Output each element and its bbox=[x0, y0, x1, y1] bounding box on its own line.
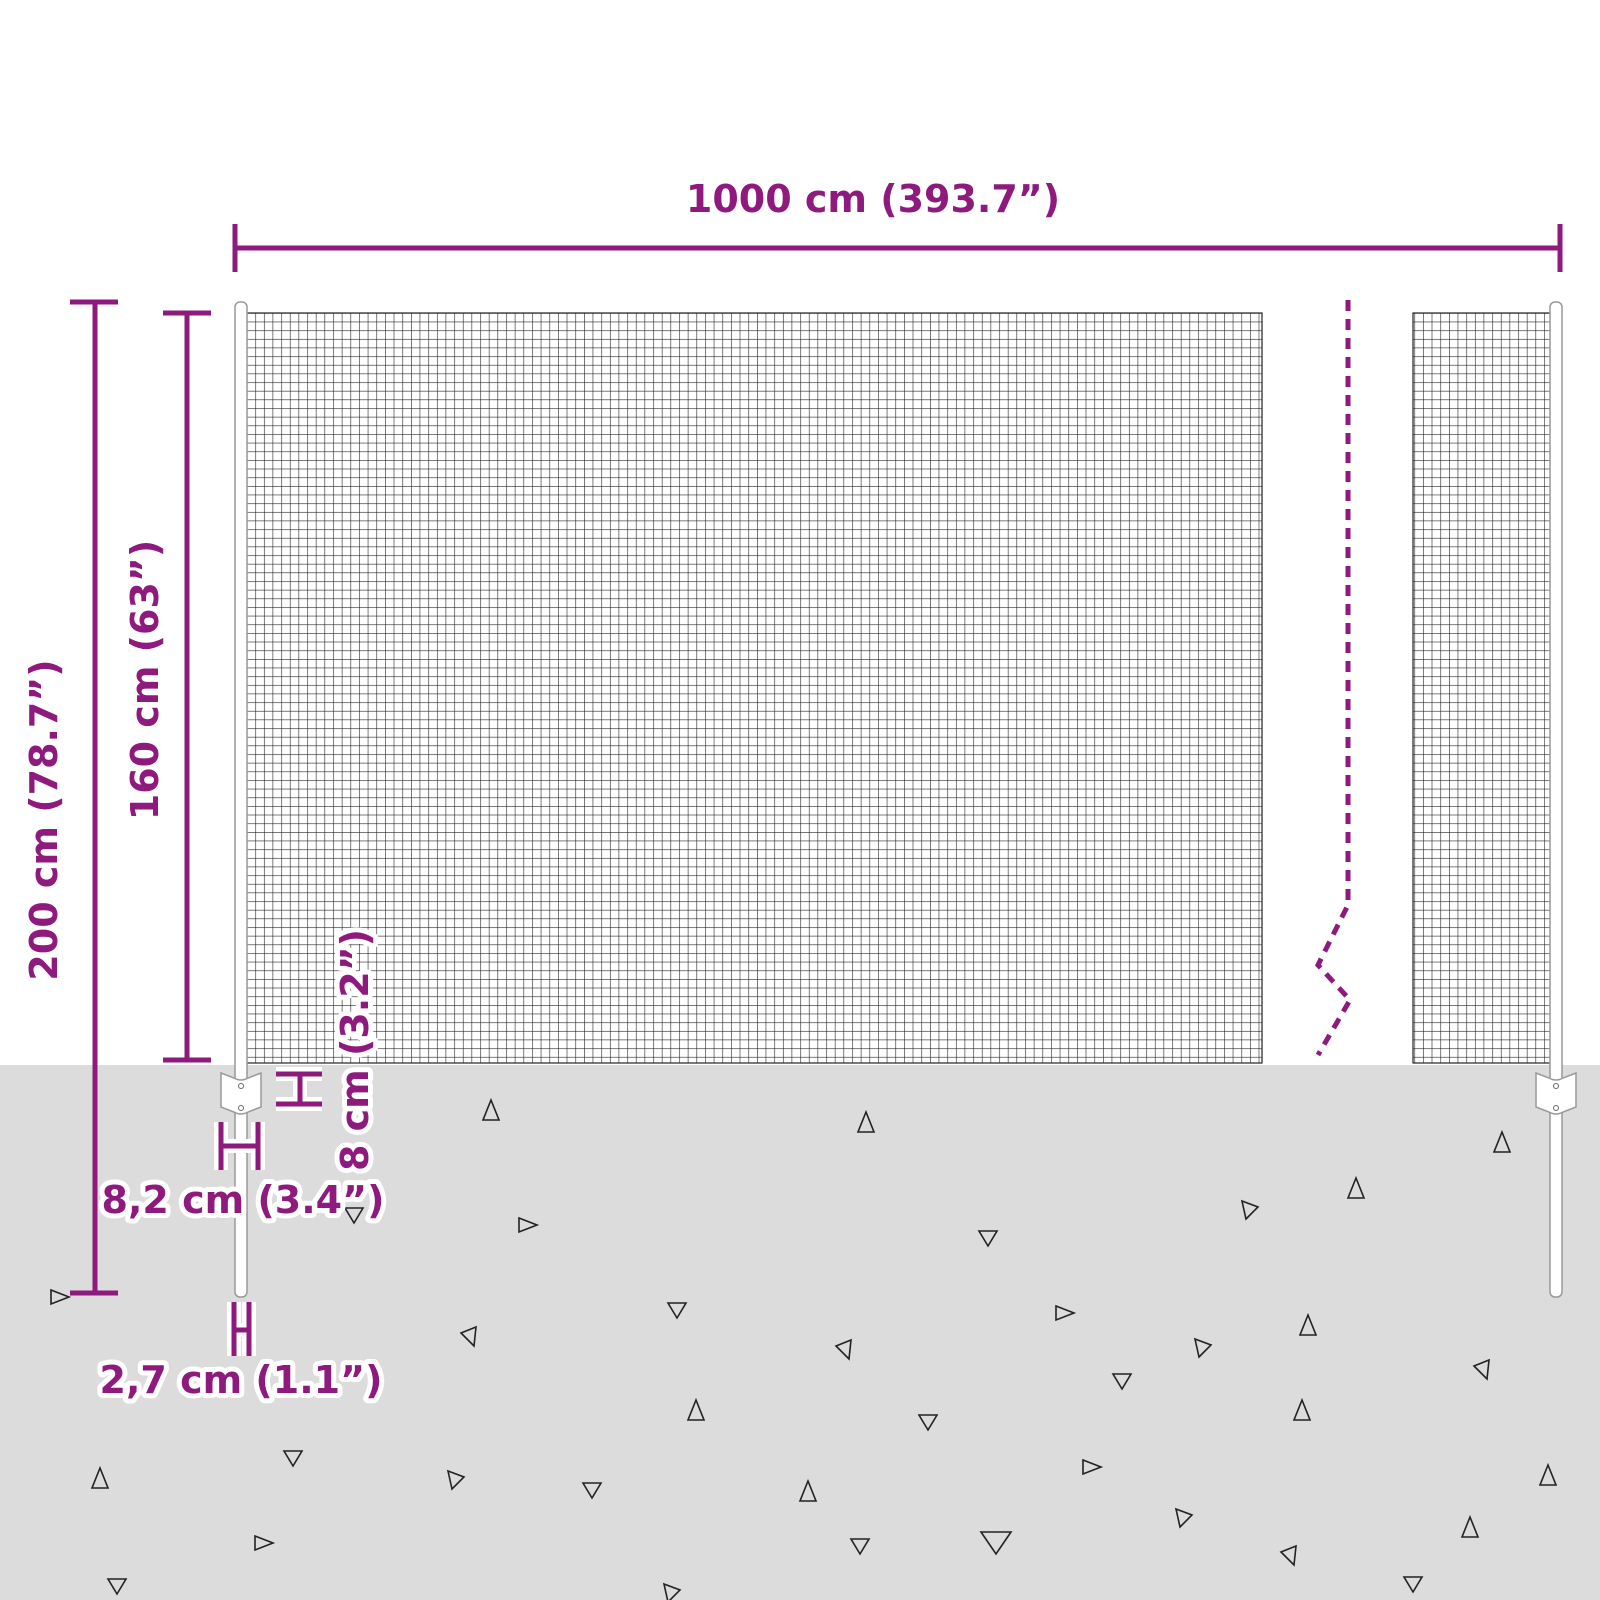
pebble bbox=[282, 1450, 304, 1468]
pebble bbox=[1193, 1337, 1213, 1359]
ground bbox=[0, 1065, 1600, 1600]
pebble bbox=[1240, 1199, 1260, 1221]
pebble bbox=[1460, 1514, 1480, 1538]
pebble bbox=[856, 1109, 876, 1133]
total-height-dimension: 200 cm (78.7”) bbox=[22, 299, 118, 1296]
width-label: 1000 cm (393.7”) bbox=[686, 177, 1060, 221]
pebble bbox=[1292, 1397, 1312, 1421]
pebble bbox=[1298, 1312, 1318, 1336]
pebble bbox=[1111, 1373, 1133, 1391]
pebble bbox=[1472, 1358, 1490, 1381]
pebble bbox=[666, 1302, 688, 1320]
pebble bbox=[1082, 1458, 1104, 1476]
bracket-height-dimension: 8 cm (3.2”) bbox=[276, 924, 382, 1176]
pebble bbox=[979, 1531, 1013, 1556]
break-line bbox=[1314, 300, 1354, 1057]
bracket-width-dimension: 8,2 cm (3.4”) bbox=[97, 1122, 389, 1227]
post-right bbox=[1535, 301, 1577, 1298]
pebble bbox=[459, 1325, 477, 1348]
pebble bbox=[917, 1414, 939, 1432]
pebble bbox=[1402, 1576, 1424, 1594]
total-height-label: 200 cm (78.7”) bbox=[22, 659, 66, 980]
pebble bbox=[50, 1288, 72, 1306]
pebble bbox=[518, 1216, 540, 1234]
pebble bbox=[849, 1538, 871, 1556]
mesh-panel-left bbox=[237, 312, 1263, 1064]
bracket-height-label: 8 cm (3.2”) bbox=[333, 929, 377, 1171]
width-dimension: 1000 cm (393.7”) bbox=[232, 177, 1563, 272]
pebble bbox=[1174, 1507, 1194, 1529]
pebble bbox=[90, 1465, 110, 1489]
net-height-dimension: 160 cm (63”) bbox=[123, 310, 211, 1063]
bracket-width-label: 8,2 cm (3.4”) bbox=[102, 1178, 385, 1222]
pebble bbox=[1279, 1544, 1297, 1567]
pebble bbox=[1492, 1129, 1512, 1153]
pebble bbox=[662, 1582, 682, 1600]
pebble bbox=[686, 1397, 706, 1421]
post-diameter-label: 2,7 cm (1.1”) bbox=[100, 1358, 383, 1402]
mesh-panel-right bbox=[1412, 312, 1555, 1064]
ground-pebbles bbox=[50, 1097, 1558, 1600]
pebble bbox=[1346, 1175, 1366, 1199]
post-left bbox=[220, 301, 262, 1298]
pebble bbox=[1538, 1462, 1558, 1486]
net-height-label: 160 cm (63”) bbox=[123, 540, 167, 821]
pebble bbox=[446, 1469, 466, 1491]
pebble bbox=[977, 1230, 999, 1248]
post-diameter-dimension: 2,7 cm (1.1”) bbox=[95, 1302, 387, 1407]
pebble bbox=[798, 1478, 818, 1502]
pebble bbox=[343, 1207, 365, 1225]
pebble bbox=[581, 1482, 603, 1500]
pebble bbox=[254, 1534, 276, 1552]
pebble bbox=[834, 1338, 852, 1361]
pebble bbox=[481, 1097, 501, 1121]
pebble bbox=[106, 1578, 128, 1596]
pebble bbox=[1055, 1304, 1077, 1322]
